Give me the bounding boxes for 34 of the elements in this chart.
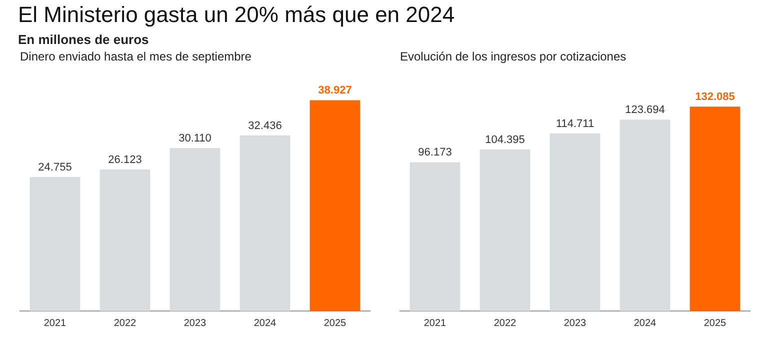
data-label: 96.173: [418, 146, 452, 159]
x-tick-label: 2025: [324, 318, 347, 329]
text: El Ministerio gasta un 20% más que en 2024: [18, 2, 455, 28]
x-tick-label: 2021: [424, 318, 447, 329]
x-tick-label: 2024: [634, 318, 657, 329]
bar: [30, 176, 80, 311]
bar: [690, 106, 740, 311]
bar: [620, 120, 670, 311]
chart-title: Dinero enviado hasta el mes de septiembre: [20, 50, 252, 64]
x-tick-label: 2022: [494, 318, 517, 329]
data-label: 26.123: [108, 154, 142, 166]
bar: [410, 162, 460, 311]
data-label: 114.711: [556, 118, 594, 130]
data-label: 123.694: [625, 104, 665, 116]
data-label: 32.436: [248, 120, 282, 132]
bar: [240, 135, 290, 311]
x-tick-label: 2025: [704, 318, 727, 329]
data-label: 132.085: [695, 91, 735, 104]
bar: [170, 148, 220, 311]
data-label: 30.110: [178, 132, 212, 144]
bar: [310, 100, 360, 311]
bar: [550, 134, 600, 311]
bar: [100, 170, 150, 311]
x-tick-label: 2023: [184, 318, 207, 329]
x-tick-label: 2021: [44, 318, 67, 329]
bar: [480, 149, 530, 311]
data-label: 24.755: [38, 161, 72, 174]
data-label: 38.927: [318, 84, 352, 97]
text: En millones de euros: [18, 32, 150, 47]
x-tick-label: 2022: [114, 318, 137, 329]
data-label: 104.395: [485, 134, 525, 146]
chart-title: Evolución de los ingresos por cotizaciones: [400, 50, 626, 64]
x-tick-label: 2024: [254, 318, 277, 329]
x-tick-label: 2023: [564, 318, 587, 329]
